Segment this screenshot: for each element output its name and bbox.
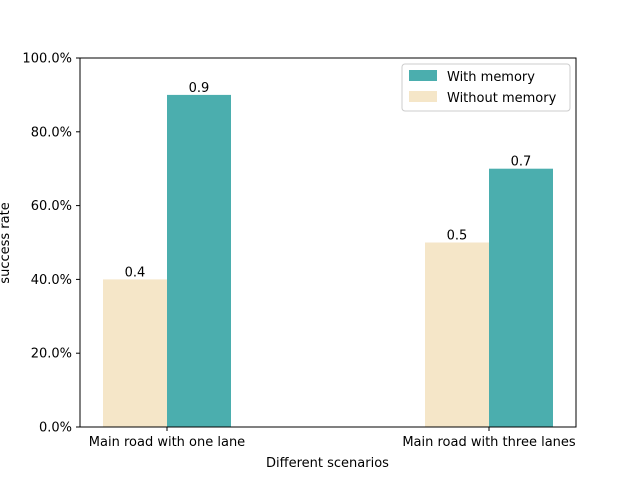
x-axis-title: Different scenarios (266, 456, 389, 471)
y-tick-label-0: 0.0% (39, 421, 72, 436)
axes-frame (79, 57, 577, 428)
bar-without-memory-1 (103, 279, 167, 427)
bar-with-memory-1 (167, 94, 231, 428)
legend-frame (401, 63, 571, 112)
x-tick-label-1: Main road with three lanes (402, 435, 576, 450)
data-label-without-memory-2: 0.5 (447, 229, 468, 244)
data-label-without-memory-1: 0.4 (125, 265, 146, 280)
data-label-with-memory-2: 0.7 (511, 155, 532, 170)
legend-label-without-memory: Without memory (447, 91, 557, 106)
legend-swatch-with-memory (409, 70, 437, 81)
y-tick-label-1: 20.0% (31, 347, 72, 362)
legend-swatch-without-memory (409, 91, 437, 102)
y-tick-label-3: 60.0% (31, 199, 72, 214)
x-tick-label-0: Main road with one lane (89, 435, 245, 450)
plot-area: 0.4 0.5 0.9 0.7 0.0% 20.0% 40.0% 60.0% 80.0% 100.… (22, 52, 577, 450)
y-tick-label-2: 40.0% (31, 273, 72, 288)
data-label-with-memory-1: 0.9 (189, 81, 210, 96)
bar-without-memory-2 (425, 242, 489, 427)
y-tick-label-5: 100.0% (22, 52, 72, 67)
bar-with-memory-2 (489, 168, 553, 427)
y-axis-title: success rate (0, 202, 13, 283)
y-tick-label-4: 80.0% (31, 125, 72, 140)
legend: With memory Without memory (401, 63, 571, 112)
legend-label-with-memory: With memory (447, 70, 535, 85)
